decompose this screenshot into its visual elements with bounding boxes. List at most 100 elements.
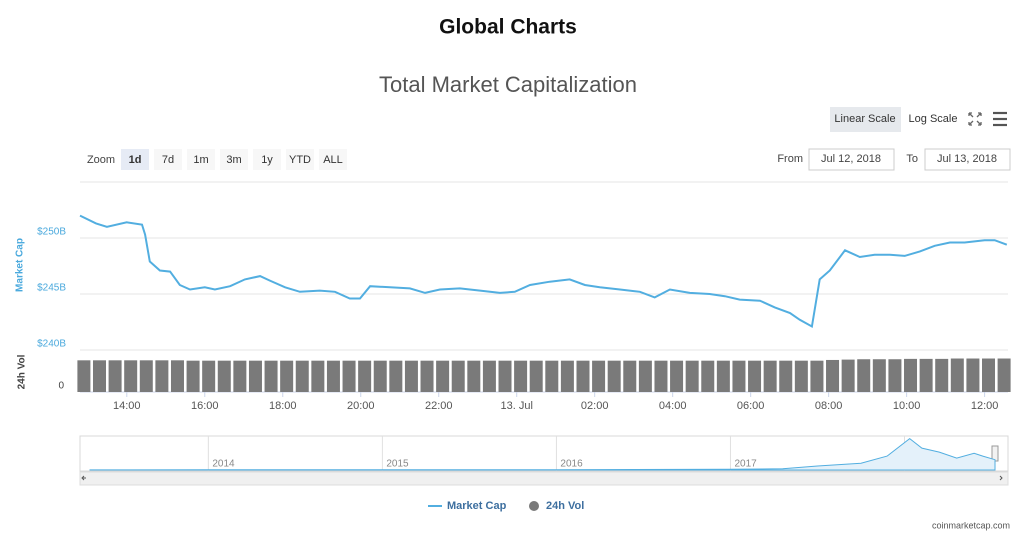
volume-bar [841, 359, 855, 392]
volume-bar [685, 360, 699, 392]
navigator-tick-label: 2015 [386, 459, 409, 470]
x-tick-label: 12:00 [971, 400, 999, 412]
scroll-right[interactable] [999, 475, 1003, 481]
zoom-button[interactable] [121, 149, 149, 170]
navigator-frame [79, 435, 1009, 472]
x-tick-label: 06:00 [737, 400, 765, 412]
zoom-button-label[interactable]: 7d [162, 154, 174, 166]
to-value[interactable]: Jul 13, 2018 [937, 153, 997, 165]
volume-bar [404, 360, 418, 392]
volume-bar [170, 360, 184, 392]
volume-bar [888, 359, 902, 392]
legend-label[interactable]: Market Cap [447, 500, 507, 512]
linear-scale-button[interactable] [830, 107, 901, 132]
navigator-area [89, 437, 996, 471]
volume-bar [280, 360, 294, 392]
volume-bar [139, 360, 153, 392]
volume-bar [248, 360, 262, 392]
x-tick-label: 18:00 [269, 400, 297, 412]
credit: coinmarketcap.com [932, 520, 1010, 530]
linear-scale-label[interactable]: Linear Scale [834, 113, 895, 125]
volume-bar [748, 360, 762, 392]
volume-bar [732, 360, 746, 392]
y2-axis-label: 24h Vol [17, 354, 28, 389]
volume-bar [264, 360, 278, 392]
volume-bar [576, 360, 590, 392]
zoom-button-label[interactable]: 3m [226, 154, 241, 166]
menu-icon[interactable] [993, 111, 1007, 127]
x-tick-label: 02:00 [581, 400, 609, 412]
volume-bar [311, 360, 325, 392]
volume-bar [950, 358, 964, 392]
from-value[interactable]: Jul 12, 2018 [821, 153, 881, 165]
zoom-button[interactable] [187, 149, 215, 170]
legend-marker[interactable] [529, 501, 539, 511]
volume-bar [124, 360, 138, 392]
from-label: From [777, 153, 803, 165]
y-axis-label: Market Cap [15, 238, 26, 292]
volume-bar [467, 360, 481, 392]
scrollbar[interactable] [79, 471, 1009, 486]
fullscreen-icon[interactable] [968, 112, 982, 126]
volume-bar [326, 360, 340, 392]
y2-tick-label: 0 [58, 381, 64, 392]
zoom-button-label[interactable]: 1m [193, 154, 208, 166]
volume-bar [670, 360, 684, 392]
volume-bar [373, 360, 387, 392]
x-tick-label: 13. Jul [500, 400, 532, 412]
log-scale-label[interactable]: Log Scale [909, 113, 958, 125]
zoom-label: Zoom [87, 154, 115, 166]
volume-bar [77, 360, 91, 392]
x-tick-label: 22:00 [425, 400, 453, 412]
zoom-button[interactable] [319, 149, 347, 170]
to-input[interactable] [924, 148, 1011, 171]
y-tick-label: $245B [37, 283, 66, 294]
volume-bar [482, 360, 496, 392]
volume-bar [826, 359, 840, 392]
volume-bar [342, 360, 356, 392]
volume-bar [560, 360, 574, 392]
volume-bar [420, 360, 434, 392]
navigator-tick-label: 2014 [212, 459, 235, 470]
x-tick-label: 10:00 [893, 400, 921, 412]
volume-bar [716, 360, 730, 392]
volume-bar [779, 360, 793, 392]
volume-bar [857, 359, 871, 392]
volume-bar [810, 360, 824, 392]
volume-bar [498, 360, 512, 392]
zoom-button-label[interactable]: 1d [129, 154, 142, 166]
zoom-button[interactable] [286, 149, 314, 170]
x-tick-label: 08:00 [815, 400, 843, 412]
volume-bar [701, 360, 715, 392]
volume-bar [529, 360, 543, 392]
zoom-button[interactable] [253, 149, 281, 170]
x-tick-label: 16:00 [191, 400, 219, 412]
x-tick-label: 14:00 [113, 400, 141, 412]
volume-bar [186, 360, 200, 392]
volume-bar [763, 360, 777, 392]
volume-bar [982, 358, 996, 392]
market-cap-line [79, 214, 1008, 329]
volume-bar [794, 360, 808, 392]
from-input[interactable] [808, 148, 895, 171]
volume-bar [623, 360, 637, 392]
volume-bar [592, 360, 606, 392]
volume-bar [233, 360, 247, 392]
zoom-button[interactable] [220, 149, 248, 170]
volume-bar [451, 360, 465, 392]
y-tick-label: $250B [37, 227, 66, 238]
volume-bar [108, 360, 122, 392]
volume-bar [295, 360, 309, 392]
legend-label[interactable]: 24h Vol [546, 500, 584, 512]
navigator-tick-label: 2016 [560, 459, 583, 470]
zoom-button-label[interactable]: YTD [289, 154, 311, 166]
volume-bar [997, 358, 1011, 392]
zoom-button-label[interactable]: 1y [261, 154, 273, 166]
zoom-button[interactable] [154, 149, 182, 170]
volume-bar [919, 358, 933, 392]
scroll-left[interactable] [81, 475, 86, 481]
zoom-button-label[interactable]: ALL [323, 154, 343, 166]
volume-bar [654, 360, 668, 392]
volume-bar [436, 360, 450, 392]
